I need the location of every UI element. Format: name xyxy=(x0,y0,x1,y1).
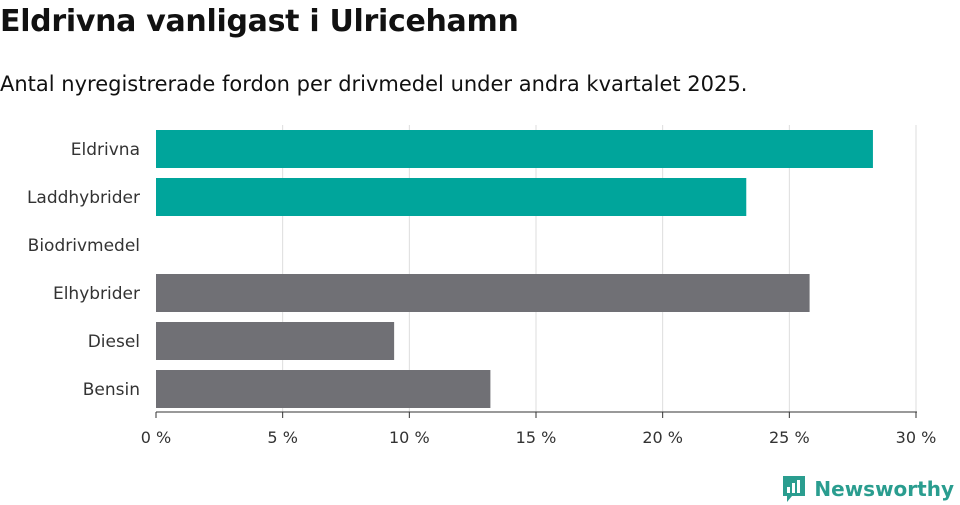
category-label: Elhybrider xyxy=(53,284,140,304)
x-tick-label: 30 % xyxy=(896,428,937,447)
x-tick-label: 5 % xyxy=(267,428,297,447)
chart-title: Eldrivna vanligast i Ulricehamn xyxy=(0,4,519,39)
bar-chart: Eldrivna Laddhybrider Biodrivmedel Elhybrid… xyxy=(27,125,937,447)
x-tick-label: 0 % xyxy=(141,428,171,447)
brand-logo[interactable]: Newsworthy xyxy=(781,474,954,504)
bar-bensin xyxy=(156,370,491,408)
category-label: Biodrivmedel xyxy=(28,236,140,256)
bar-laddhybrider xyxy=(156,178,747,216)
category-label: Bensin xyxy=(83,380,140,400)
category-label: Diesel xyxy=(88,332,140,352)
brand-name: Newsworthy xyxy=(814,477,954,501)
x-tick-label: 20 % xyxy=(642,428,683,447)
newsworthy-bar-chart-icon xyxy=(783,476,806,502)
x-tick-label: 25 % xyxy=(769,428,810,447)
bar-diesel xyxy=(156,322,395,360)
bar-eldrivna xyxy=(156,130,873,168)
x-tick-label: 10 % xyxy=(389,428,430,447)
x-tick-label: 15 % xyxy=(516,428,557,447)
bar-elhybrider xyxy=(156,274,810,312)
category-label: Eldrivna xyxy=(71,140,140,160)
category-label: Laddhybrider xyxy=(27,188,140,208)
chart-subtitle: Antal nyregistrerade fordon per drivmede… xyxy=(0,72,748,96)
